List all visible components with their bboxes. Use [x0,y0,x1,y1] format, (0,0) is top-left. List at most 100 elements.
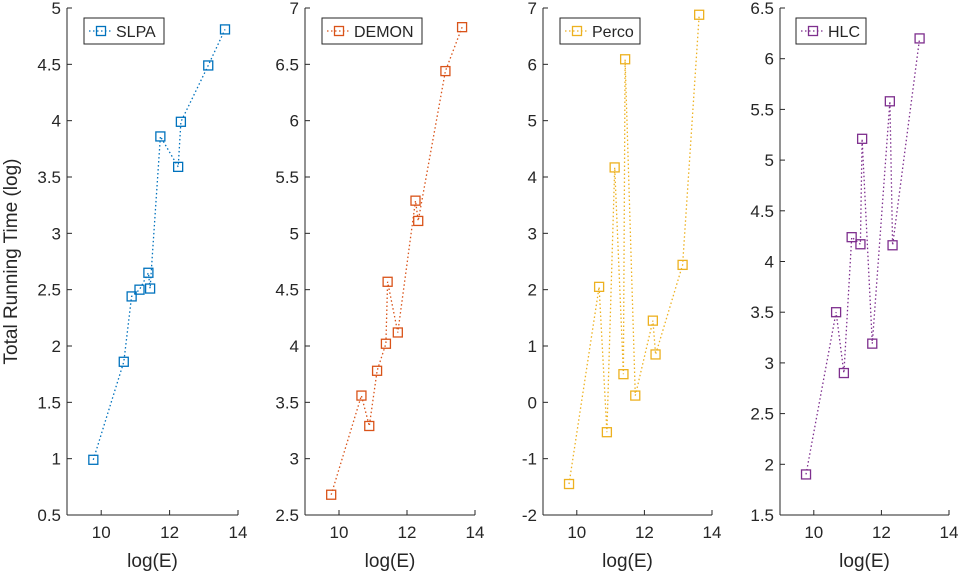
data-point [856,133,868,144]
legend-label: DEMON [354,24,414,41]
legend-marker [333,25,345,37]
data-point [855,239,866,250]
data-point [800,469,812,480]
x-axis-label: log(E) [839,551,890,572]
data-point [371,365,383,376]
y-tick-label: 3.5 [750,303,774,322]
data-point [830,307,842,318]
data-point [601,427,613,438]
x-tick-label: 14 [703,523,722,542]
data-point [677,259,688,271]
data-point [887,240,898,251]
data-point [134,284,145,295]
data-point [88,454,99,465]
y-tick-label: -1 [522,450,537,469]
legend-marker [571,25,583,37]
data-point [914,33,925,44]
y-tick-label: 7 [528,0,537,18]
legend-label: Perco [592,24,634,41]
x-tick-label: 14 [229,523,248,542]
y-tick-label: 4 [528,168,537,187]
y-tick-label: 1 [52,450,61,469]
data-point [413,215,424,227]
y-tick-label: 3 [52,224,61,243]
data-point [867,338,878,349]
x-tick-label: 12 [398,523,417,542]
data-point [619,54,631,65]
y-tick-label: 6 [765,50,774,69]
data-point [838,367,850,379]
x-axis-label: log(E) [365,551,416,572]
y-tick-label: 0.5 [37,506,61,525]
y-tick-label: 1.5 [37,393,61,412]
chart-panel-2: 2.5 3 3.5 4 4.5 5 5.5 6 6.5 7 10 12 14 log(E) DEMON [275,0,484,572]
y-tick-label: 2 [52,337,61,356]
y-tick-label: 4 [290,337,299,356]
y-tick-label: 5.5 [750,100,774,119]
data-point [410,195,421,206]
series-line-perco [568,14,700,485]
chart-panel-1: 0.5 1 1.5 2 2.5 3 3.5 4 4.5 5 10 12 14 log(E) Total Ru… [1,0,247,572]
data-point [618,369,629,380]
data-point [364,420,375,432]
y-tick-label: 5 [765,151,774,170]
series-line-demon [330,26,463,495]
data-point [392,327,403,338]
data-point [650,349,661,360]
y-tick-label: 5.5 [275,168,299,187]
y-tick-label: 6 [528,55,537,74]
x-tick-label: 12 [160,523,179,542]
y-tick-label: 6 [290,112,299,131]
data-point [593,281,605,293]
y-tick-label: 3 [290,450,299,469]
legend-box [795,17,867,45]
data-point [884,96,895,107]
data-point [326,489,337,500]
x-tick-label: 12 [635,523,654,542]
y-tick-label: -2 [522,506,537,525]
y-axis-label: Total Running Time (log) [1,159,22,365]
series-line-hlc [805,38,921,475]
data-point [175,116,187,127]
x-tick-label: 14 [940,523,959,542]
legend-marker [95,25,107,37]
y-tick-label: 2.5 [750,405,774,424]
y-tick-label: 2.5 [275,506,299,525]
data-point [382,276,393,287]
y-tick-label: 7 [290,0,299,18]
y-tick-label: 1.5 [750,506,774,525]
legend-box [321,17,423,45]
y-tick-label: 5 [290,224,299,243]
x-tick-label: 10 [92,523,111,542]
data-point [126,291,137,302]
data-point [143,267,154,278]
y-tick-label: 1 [528,337,537,356]
y-tick-label: 6.5 [275,55,299,74]
data-point [456,22,468,33]
data-point [694,9,705,20]
y-tick-label: 0 [528,393,537,412]
data-point [219,24,231,35]
data-point [647,315,658,326]
x-axis-label: log(E) [602,551,653,572]
y-tick-label: 4.5 [275,281,299,300]
data-point [203,60,214,71]
y-tick-label: 5 [52,0,61,18]
data-point [563,478,575,490]
y-tick-label: 3 [528,224,537,243]
x-tick-label: 12 [872,523,891,542]
y-tick-label: 4.5 [750,202,774,221]
x-tick-label: 10 [330,523,349,542]
legend-label: HLC [828,24,860,41]
y-tick-label: 3.5 [37,168,61,187]
chart-panel-4: 1.5 2 2.5 3 3.5 4 4.5 5 5.5 6 6.5 10 12 14 log(E) HLC [750,0,958,572]
data-point [118,356,129,367]
y-tick-label: 6.5 [750,0,774,18]
x-tick-label: 10 [567,523,586,542]
data-point [144,283,156,294]
legend-marker [807,25,819,37]
y-tick-label: 3 [765,354,774,373]
y-tick-label: 2 [765,455,774,474]
